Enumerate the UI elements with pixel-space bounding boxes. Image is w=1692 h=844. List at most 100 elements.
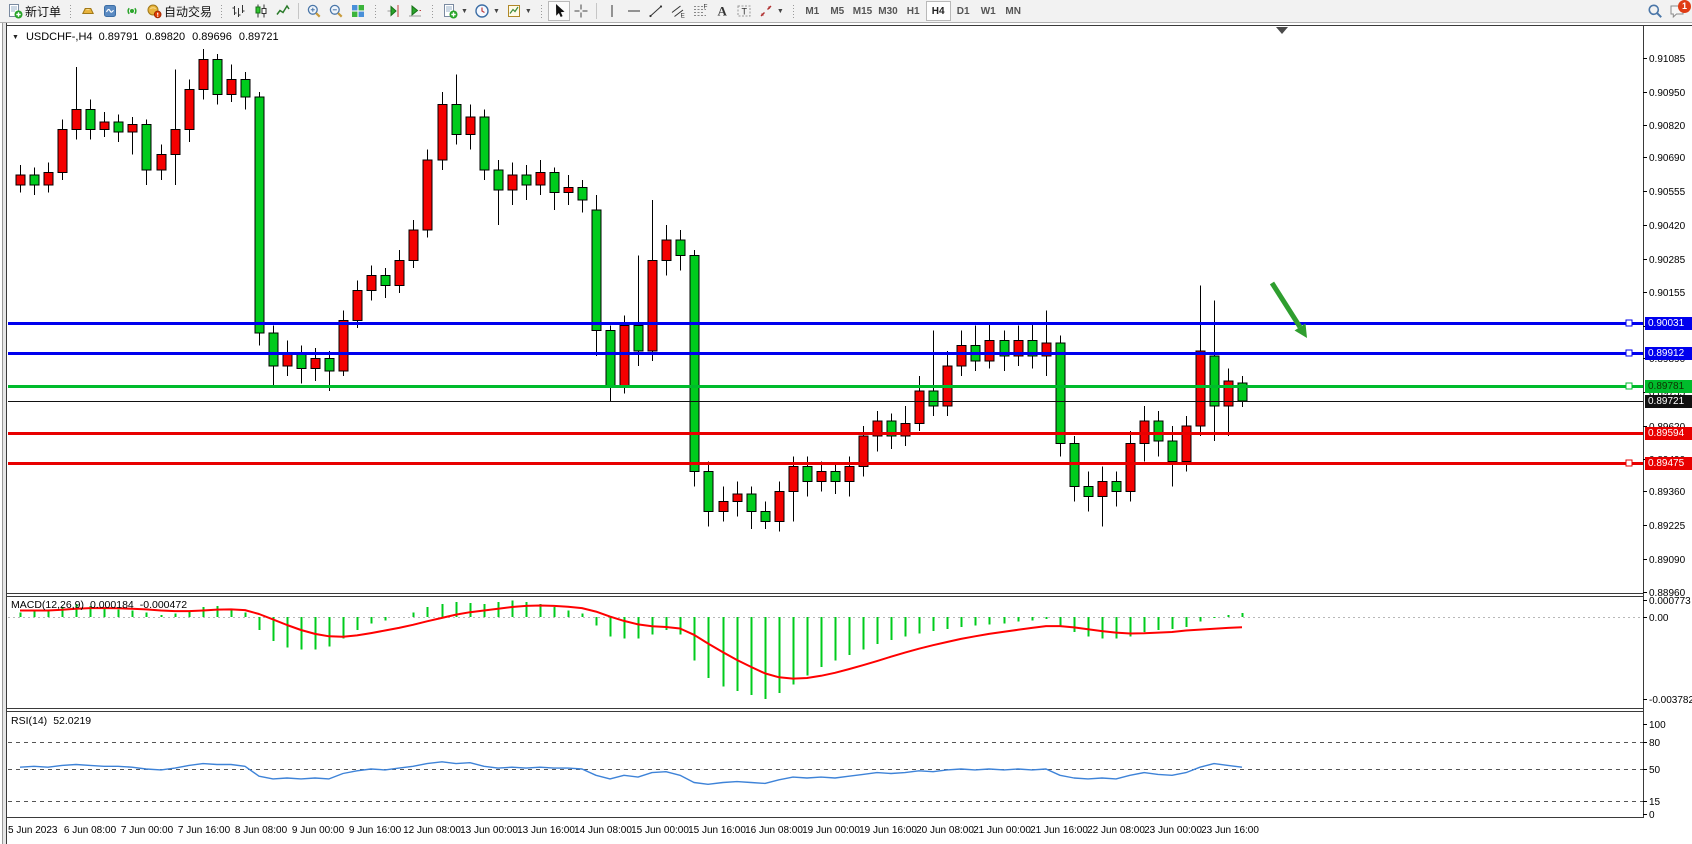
timeframe-w1-button[interactable]: W1 xyxy=(976,1,1001,21)
svg-text:-0.003782: -0.003782 xyxy=(1649,695,1692,706)
bar-chart-icon xyxy=(231,3,247,19)
timeframe-m15-button[interactable]: M15 xyxy=(850,1,875,21)
window-left-edge xyxy=(0,23,7,844)
text-icon: A xyxy=(714,3,730,19)
notification-count-badge: 1 xyxy=(1678,0,1691,13)
cursor-tool-button[interactable] xyxy=(547,1,570,21)
new-order-icon xyxy=(7,3,23,19)
timeframe-h4-button[interactable]: H4 xyxy=(925,1,951,21)
chevron-down-icon: ▼ xyxy=(524,7,532,15)
data-window-button[interactable] xyxy=(99,1,121,21)
rsi-levels: 100 80 50 15 0 xyxy=(8,720,1666,821)
rsi-line xyxy=(19,761,1243,785)
timeframe-d1-button[interactable]: D1 xyxy=(951,1,976,21)
zoom-out-button[interactable] xyxy=(325,1,347,21)
zoom-out-icon xyxy=(328,3,344,19)
chart-shift-button[interactable] xyxy=(382,1,404,21)
zoom-in-icon xyxy=(306,3,322,19)
autotrade-icon xyxy=(146,3,162,19)
equidistant-channel-icon: E xyxy=(670,3,686,19)
timeframe-mn-button[interactable]: MN xyxy=(1001,1,1026,21)
svg-text:13 Jun 16:00: 13 Jun 16:00 xyxy=(517,825,575,836)
gold-ingot-icon xyxy=(80,3,96,19)
candlestick-mode-button[interactable] xyxy=(250,1,272,21)
svg-text:15 Jun 00:00: 15 Jun 00:00 xyxy=(631,825,689,836)
vertical-line-tool-button[interactable] xyxy=(601,1,623,21)
zoom-in-button[interactable] xyxy=(303,1,325,21)
svg-text:0.89490: 0.89490 xyxy=(1649,455,1686,466)
line-anchor[interactable] xyxy=(1625,349,1633,357)
toolbar-grip xyxy=(431,3,435,19)
timeframe-m1-button[interactable]: M1 xyxy=(800,1,825,21)
horizontal-line-icon xyxy=(626,3,642,19)
svg-text:15 Jun 16:00: 15 Jun 16:00 xyxy=(688,825,746,836)
trendline-tool-button[interactable] xyxy=(645,1,667,21)
horizontal-line-objects xyxy=(8,319,1643,467)
crosshair-tool-button[interactable] xyxy=(570,1,592,21)
toolbar-grip xyxy=(220,3,224,19)
svg-text:16 Jun 08:00: 16 Jun 08:00 xyxy=(745,825,803,836)
horizontal-line-tool-button[interactable] xyxy=(623,1,645,21)
arrows-tool-button[interactable]: ▼ xyxy=(755,1,787,21)
svg-text:9 Jun 16:00: 9 Jun 16:00 xyxy=(349,825,402,836)
svg-text:0.000773: 0.000773 xyxy=(1649,596,1691,607)
svg-text:0.90155: 0.90155 xyxy=(1649,288,1686,299)
toolbar-separator xyxy=(595,3,597,19)
text-tool-button[interactable]: A xyxy=(711,1,733,21)
market-watch-button[interactable] xyxy=(77,1,99,21)
svg-text:A: A xyxy=(717,4,727,19)
new-chart-button[interactable]: ▼ xyxy=(439,1,471,21)
line-anchor[interactable] xyxy=(1625,319,1633,327)
svg-text:0: 0 xyxy=(1649,810,1655,821)
new-order-label: 新订单 xyxy=(25,4,62,19)
timeframe-m30-button[interactable]: M30 xyxy=(875,1,900,21)
arrows-icon xyxy=(758,3,774,19)
line-chart-mode-button[interactable] xyxy=(272,1,294,21)
text-label-tool-button[interactable]: T xyxy=(733,1,755,21)
new-order-button[interactable]: 新订单 xyxy=(4,1,64,21)
svg-text:6 Jun 08:00: 6 Jun 08:00 xyxy=(64,825,117,836)
trend-arrow[interactable] xyxy=(1269,281,1307,338)
bar-chart-mode-button[interactable] xyxy=(228,1,250,21)
periods-button[interactable]: ▼ xyxy=(471,1,503,21)
svg-text:0.89890: 0.89890 xyxy=(1649,354,1686,365)
templates-button[interactable]: ▼ xyxy=(503,1,535,21)
tile-windows-icon xyxy=(350,3,366,19)
svg-text:0.88960: 0.88960 xyxy=(1649,588,1686,599)
line-chart-icon xyxy=(275,3,291,19)
fibonacci-icon: F xyxy=(692,3,708,19)
autotrade-button[interactable]: 自动交易 xyxy=(143,1,215,21)
svg-text:21 Jun 16:00: 21 Jun 16:00 xyxy=(1030,825,1088,836)
toolbar-grip xyxy=(539,3,543,19)
clock-icon xyxy=(474,3,490,19)
line-anchor[interactable] xyxy=(1625,382,1633,390)
search-icon xyxy=(1647,3,1663,19)
signal-icon xyxy=(124,3,140,19)
toolbar-grip xyxy=(791,3,795,19)
notifications-button[interactable]: 1 xyxy=(1666,0,1691,21)
fibonacci-tool-button[interactable]: F xyxy=(689,1,711,21)
svg-text:100: 100 xyxy=(1649,720,1666,731)
svg-text:0.90820: 0.90820 xyxy=(1649,121,1686,132)
chart-shift-marker[interactable] xyxy=(1276,27,1288,34)
timeframe-m5-button[interactable]: M5 xyxy=(825,1,850,21)
timeframe-h1-button[interactable]: H1 xyxy=(901,1,926,21)
svg-text:0.89755: 0.89755 xyxy=(1649,388,1686,399)
line-anchor[interactable] xyxy=(1625,459,1633,467)
svg-text:50: 50 xyxy=(1649,765,1661,776)
auto-scroll-icon xyxy=(407,3,423,19)
toolbar-grip xyxy=(374,3,378,19)
tile-windows-button[interactable] xyxy=(347,1,369,21)
channel-tool-button[interactable]: E xyxy=(667,1,689,21)
svg-text:T: T xyxy=(741,7,747,17)
auto-scroll-button[interactable] xyxy=(404,1,426,21)
svg-text:80: 80 xyxy=(1649,738,1661,749)
toolbar-separator xyxy=(298,3,300,19)
svg-text:7 Jun 16:00: 7 Jun 16:00 xyxy=(178,825,231,836)
svg-text:0.91085: 0.91085 xyxy=(1649,54,1686,65)
svg-text:F: F xyxy=(703,4,707,11)
search-button[interactable] xyxy=(1644,1,1666,21)
navigator-button[interactable] xyxy=(121,1,143,21)
svg-text:22 Jun 08:00: 22 Jun 08:00 xyxy=(1087,825,1145,836)
